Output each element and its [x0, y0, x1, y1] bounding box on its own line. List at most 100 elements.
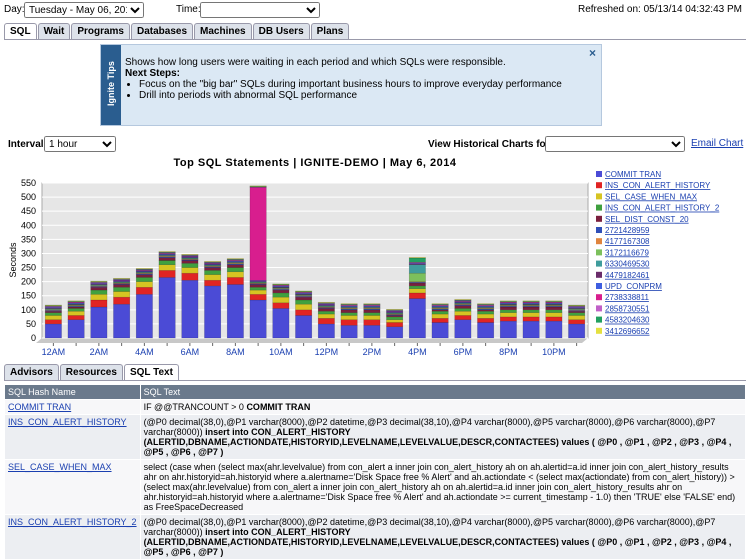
bar-segment[interactable] — [317, 318, 335, 325]
bar-segment[interactable] — [386, 322, 404, 327]
bar-segment[interactable] — [181, 267, 199, 274]
interval-select[interactable]: 1 hour — [44, 136, 116, 152]
bar-segment[interactable] — [454, 305, 472, 309]
bar-segment[interactable] — [272, 287, 290, 289]
bar-segment[interactable] — [454, 300, 472, 302]
tab[interactable]: Databases — [131, 23, 194, 39]
x-tick-label[interactable]: 6PM — [454, 347, 473, 355]
bar-segment[interactable] — [44, 312, 62, 316]
bar-segment[interactable] — [477, 303, 495, 305]
bar-segment[interactable] — [499, 316, 517, 322]
bar-segment[interactable] — [477, 307, 495, 309]
bar-segment[interactable] — [431, 318, 449, 323]
bar-segment[interactable] — [181, 263, 199, 268]
x-tick-label[interactable]: 2AM — [90, 347, 109, 355]
bar-segment[interactable] — [204, 279, 222, 287]
bar-segment[interactable] — [408, 288, 426, 294]
x-tick-label[interactable]: 12AM — [42, 347, 66, 355]
bar-segment[interactable] — [408, 257, 426, 259]
bar-segment[interactable] — [568, 304, 586, 306]
bar-segment[interactable] — [295, 299, 313, 305]
bar-segment[interactable] — [363, 303, 381, 305]
bar-segment[interactable] — [454, 299, 472, 301]
bar-segment[interactable] — [568, 312, 586, 316]
bar-segment[interactable] — [158, 264, 176, 271]
legend-label[interactable]: 3412696652 — [605, 327, 650, 336]
bar-segment[interactable] — [67, 300, 85, 302]
bar-segment[interactable] — [568, 306, 586, 308]
bar-segment[interactable] — [181, 272, 199, 281]
close-icon[interactable]: × — [588, 46, 596, 60]
legend-label[interactable]: UPD_CONPRM — [605, 282, 662, 291]
x-tick-label[interactable]: 8PM — [499, 347, 518, 355]
bar-segment[interactable] — [272, 302, 290, 309]
bar-segment[interactable] — [408, 282, 426, 287]
bar-segment[interactable] — [158, 260, 176, 265]
bar-segment[interactable] — [408, 264, 426, 274]
bar-segment[interactable] — [226, 258, 244, 260]
bar-segment[interactable] — [317, 303, 335, 305]
legend-label[interactable]: INS_CON_ALERT_HISTORY_2 — [605, 204, 720, 213]
bar-segment[interactable] — [568, 309, 586, 311]
bar-segment[interactable] — [363, 307, 381, 309]
bar-segment[interactable] — [499, 300, 517, 302]
bar-segment[interactable] — [158, 277, 176, 339]
bar-segment[interactable] — [431, 308, 449, 311]
bar-segment[interactable] — [522, 316, 540, 322]
bar-segment[interactable] — [249, 185, 267, 187]
bar-segment[interactable] — [522, 305, 540, 307]
legend-label[interactable]: 3172116679 — [605, 248, 649, 257]
bar-segment[interactable] — [67, 315, 85, 320]
historical-select[interactable] — [545, 136, 685, 152]
bar-segment[interactable] — [386, 310, 404, 312]
bar-segment[interactable] — [386, 313, 404, 315]
bar-segment[interactable] — [204, 261, 222, 263]
bar-segment[interactable] — [340, 307, 358, 309]
bar-segment[interactable] — [568, 310, 586, 312]
bar-segment[interactable] — [386, 316, 404, 320]
bar-segment[interactable] — [67, 301, 85, 303]
bar-segment[interactable] — [522, 320, 540, 339]
bar-segment[interactable] — [135, 277, 153, 282]
bar-segment[interactable] — [295, 292, 313, 294]
bar-segment[interactable] — [113, 284, 131, 288]
bar-segment[interactable] — [454, 315, 472, 320]
bar-segment[interactable] — [522, 300, 540, 302]
bar-segment[interactable] — [113, 278, 131, 280]
bar-segment[interactable] — [272, 292, 290, 298]
bar-segment[interactable] — [477, 310, 495, 315]
tab[interactable]: SQL Text — [123, 364, 179, 380]
bar-segment[interactable] — [67, 304, 85, 306]
bar-segment[interactable] — [454, 319, 472, 339]
bar-segment[interactable] — [317, 306, 335, 308]
legend-label[interactable]: 4479182461 — [605, 271, 650, 280]
bar-segment[interactable] — [295, 290, 313, 292]
bar-segment[interactable] — [477, 303, 495, 305]
bar-segment[interactable] — [135, 287, 153, 295]
tab[interactable]: Advisors — [4, 364, 59, 380]
bar-segment[interactable] — [431, 305, 449, 307]
bar-segment[interactable] — [272, 284, 290, 286]
bar-segment[interactable] — [135, 274, 153, 278]
legend-label[interactable]: 4177167308 — [605, 237, 650, 246]
bar-segment[interactable] — [545, 316, 563, 322]
bar-segment[interactable] — [295, 315, 313, 339]
bar-segment[interactable] — [135, 294, 153, 339]
legend-label[interactable]: 2721428959 — [605, 226, 650, 235]
bar-segment[interactable] — [340, 312, 358, 316]
bar-segment[interactable] — [408, 285, 426, 289]
bar-segment[interactable] — [67, 310, 85, 316]
bar-segment[interactable] — [454, 301, 472, 303]
bar-segment[interactable] — [181, 279, 199, 339]
tab[interactable]: Machines — [194, 23, 252, 39]
bar-segment[interactable] — [386, 326, 404, 339]
bar-segment[interactable] — [522, 309, 540, 313]
bar-segment[interactable] — [67, 319, 85, 339]
bar-segment[interactable] — [317, 323, 335, 339]
legend-label[interactable]: SEL_CASE_WHEN_MAX — [605, 192, 698, 201]
bar-segment[interactable] — [477, 318, 495, 323]
legend-label[interactable]: INS_CON_ALERT_HISTORY — [605, 181, 711, 190]
bar-segment[interactable] — [499, 301, 517, 303]
bar-segment[interactable] — [499, 320, 517, 339]
bar-segment[interactable] — [90, 287, 108, 291]
